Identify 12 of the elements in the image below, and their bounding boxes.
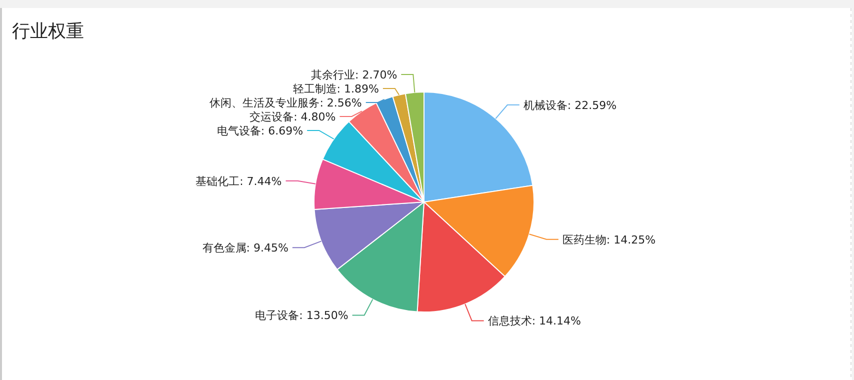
- text: 行业权重: [12, 21, 84, 42]
- slice-label: 医药生物: 14.25%: [562, 233, 656, 246]
- slice-label: 轻工制造: 1.89%: [292, 82, 379, 96]
- slice-label: 基础化工: 7.44%: [196, 174, 282, 188]
- slice-label: 电子设备: 13.50%: [255, 309, 348, 322]
- slice-label: 其余行业: 2.70%: [311, 68, 398, 82]
- slice-label: 交运设备: 4.80%: [250, 110, 336, 124]
- slice-label: 电气设备: 6.69%: [216, 124, 304, 138]
- slice-label: 机械设备: 22.59%: [523, 98, 617, 112]
- slice-label: 信息技术: 14.14%: [488, 314, 581, 328]
- slice-label: 有色金属: 9.45%: [202, 242, 288, 255]
- slice-label: 休闲、生活及专业服务: 2.56%: [210, 96, 362, 110]
